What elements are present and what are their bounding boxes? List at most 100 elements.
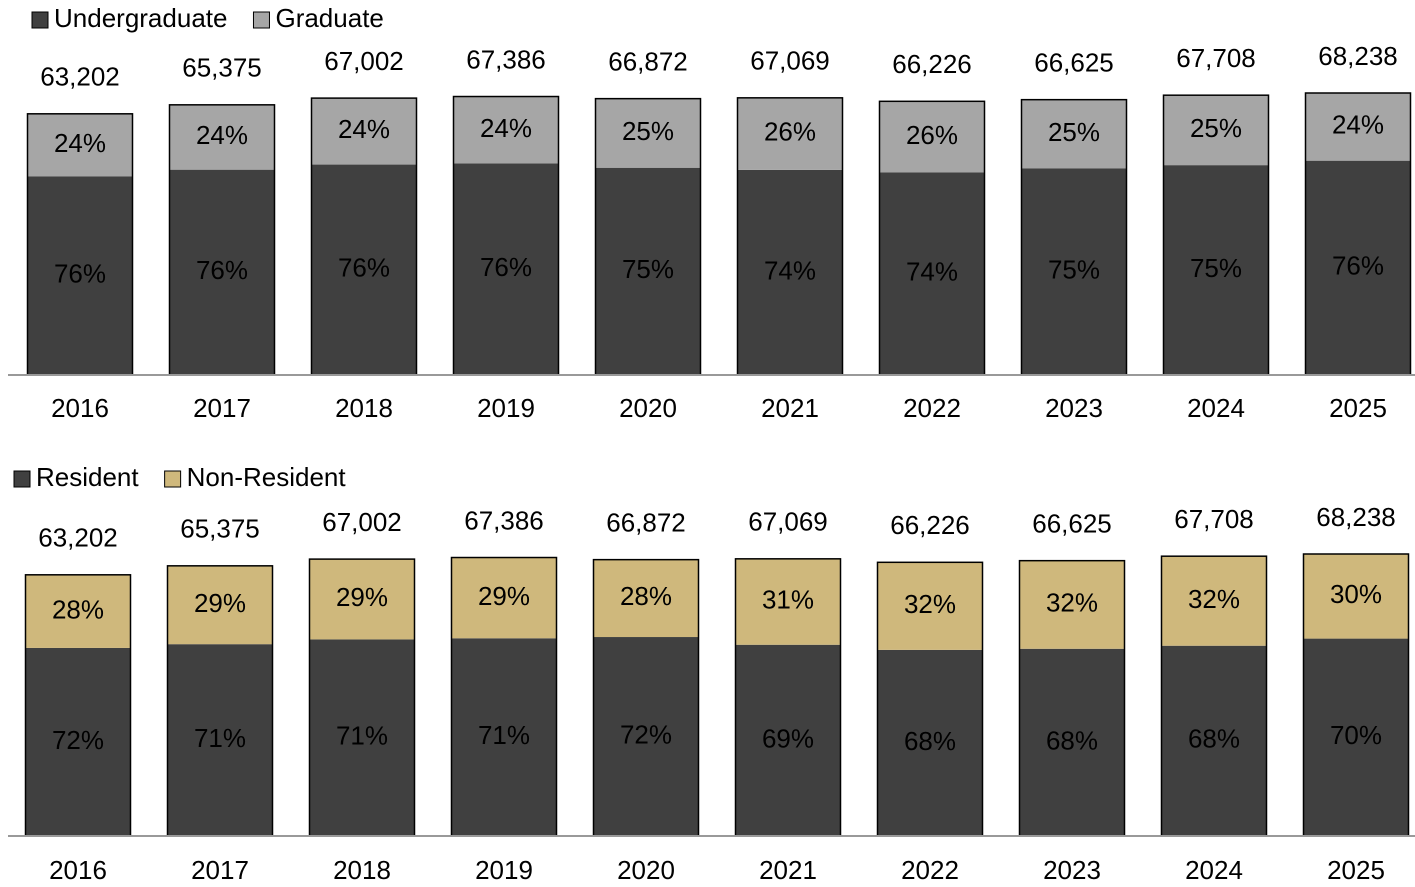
value-label: 68%: [1046, 725, 1098, 755]
bar-segment: [167, 565, 273, 645]
value-label: 26%: [764, 117, 816, 147]
x-tick-label: 2024: [1187, 393, 1245, 423]
bar-segment: [879, 172, 985, 375]
total-label: 66,226: [892, 49, 972, 79]
value-label: 24%: [196, 120, 248, 150]
bar-segment: [167, 644, 273, 836]
total-label: 66,226: [890, 510, 970, 540]
bar-segment: [169, 169, 275, 375]
x-tick-label: 2020: [619, 393, 677, 423]
bar-segment: [735, 558, 841, 645]
legend-label: Non-Resident: [187, 462, 347, 492]
x-tick-label: 2016: [49, 855, 107, 885]
value-label: 76%: [338, 253, 390, 283]
value-label: 76%: [196, 255, 248, 285]
value-label: 28%: [620, 581, 672, 611]
bar-segment: [593, 559, 699, 638]
value-label: 71%: [336, 721, 388, 751]
bar-segment: [1305, 160, 1411, 375]
total-label: 63,202: [40, 62, 120, 92]
x-tick-label: 2019: [477, 393, 535, 423]
value-label: 68%: [904, 726, 956, 756]
value-label: 32%: [1188, 584, 1240, 614]
value-label: 24%: [338, 114, 390, 144]
x-tick-label: 2025: [1327, 855, 1385, 885]
bar-segment: [1303, 638, 1409, 836]
value-label: 68%: [1188, 724, 1240, 754]
value-label: 74%: [764, 255, 816, 285]
value-label: 24%: [1332, 110, 1384, 140]
value-label: 74%: [906, 257, 958, 287]
total-label: 63,202: [38, 523, 118, 553]
bar-segment: [1163, 165, 1269, 375]
bar-segment: [595, 98, 701, 168]
bar-segment: [27, 176, 133, 375]
x-tick-label: 2023: [1043, 855, 1101, 885]
x-tick-label: 2021: [759, 855, 817, 885]
bar-segment: [453, 163, 559, 375]
total-label: 66,625: [1032, 509, 1112, 539]
x-tick-label: 2016: [51, 393, 109, 423]
total-label: 67,708: [1174, 504, 1254, 534]
bar-segment: [1305, 93, 1411, 161]
x-tick-label: 2017: [191, 855, 249, 885]
legend-swatch: [31, 11, 49, 29]
total-label: 66,872: [608, 47, 688, 77]
bar-segment: [737, 97, 843, 170]
value-label: 71%: [194, 723, 246, 753]
value-label: 75%: [622, 254, 674, 284]
legend-label: Resident: [36, 462, 139, 492]
total-label: 67,386: [464, 505, 544, 535]
bar-segment: [877, 649, 983, 836]
total-label: 68,238: [1316, 502, 1396, 532]
value-label: 72%: [620, 719, 672, 749]
x-tick-label: 2017: [193, 393, 251, 423]
bar-segment: [453, 96, 559, 164]
bar-segment: [877, 562, 983, 650]
value-label: 69%: [762, 723, 814, 753]
value-label: 25%: [622, 116, 674, 146]
total-label: 67,002: [322, 507, 402, 537]
value-label: 71%: [478, 720, 530, 750]
x-tick-label: 2019: [475, 855, 533, 885]
value-label: 24%: [480, 113, 532, 143]
x-tick-label: 2018: [333, 855, 391, 885]
bar-segment: [1019, 648, 1125, 836]
legend-label: Graduate: [275, 3, 383, 33]
bar-segment: [169, 104, 275, 170]
legend-label: Undergraduate: [54, 3, 227, 33]
bar-segment: [593, 637, 699, 836]
bar-segment: [25, 574, 131, 648]
total-label: 66,625: [1034, 48, 1114, 78]
bar-segment: [25, 647, 131, 836]
bar-segment: [737, 169, 843, 375]
legend-swatch: [13, 470, 31, 488]
legend-swatch: [252, 11, 270, 29]
value-label: 76%: [480, 252, 532, 282]
value-label: 32%: [1046, 588, 1098, 618]
x-tick-label: 2018: [335, 393, 393, 423]
x-tick-label: 2022: [903, 393, 961, 423]
total-label: 67,069: [750, 46, 830, 76]
value-label: 32%: [904, 589, 956, 619]
value-label: 75%: [1048, 255, 1100, 285]
total-label: 67,002: [324, 46, 404, 76]
bar-segment: [451, 557, 557, 639]
x-tick-label: 2025: [1329, 393, 1387, 423]
bar-segment: [27, 113, 133, 177]
value-label: 76%: [54, 259, 106, 289]
value-label: 28%: [52, 594, 104, 624]
bar-segment: [311, 164, 417, 375]
value-label: 25%: [1190, 113, 1242, 143]
bar-segment: [1021, 99, 1127, 169]
bar-segment: [595, 167, 701, 375]
x-tick-label: 2024: [1185, 855, 1243, 885]
bar-segment: [1163, 95, 1269, 166]
bar-segment: [1303, 554, 1409, 639]
bar-segment: [879, 101, 985, 173]
total-label: 67,069: [748, 507, 828, 537]
legend-swatch: [164, 470, 182, 488]
bar-segment: [451, 638, 557, 836]
value-label: 25%: [1048, 117, 1100, 147]
